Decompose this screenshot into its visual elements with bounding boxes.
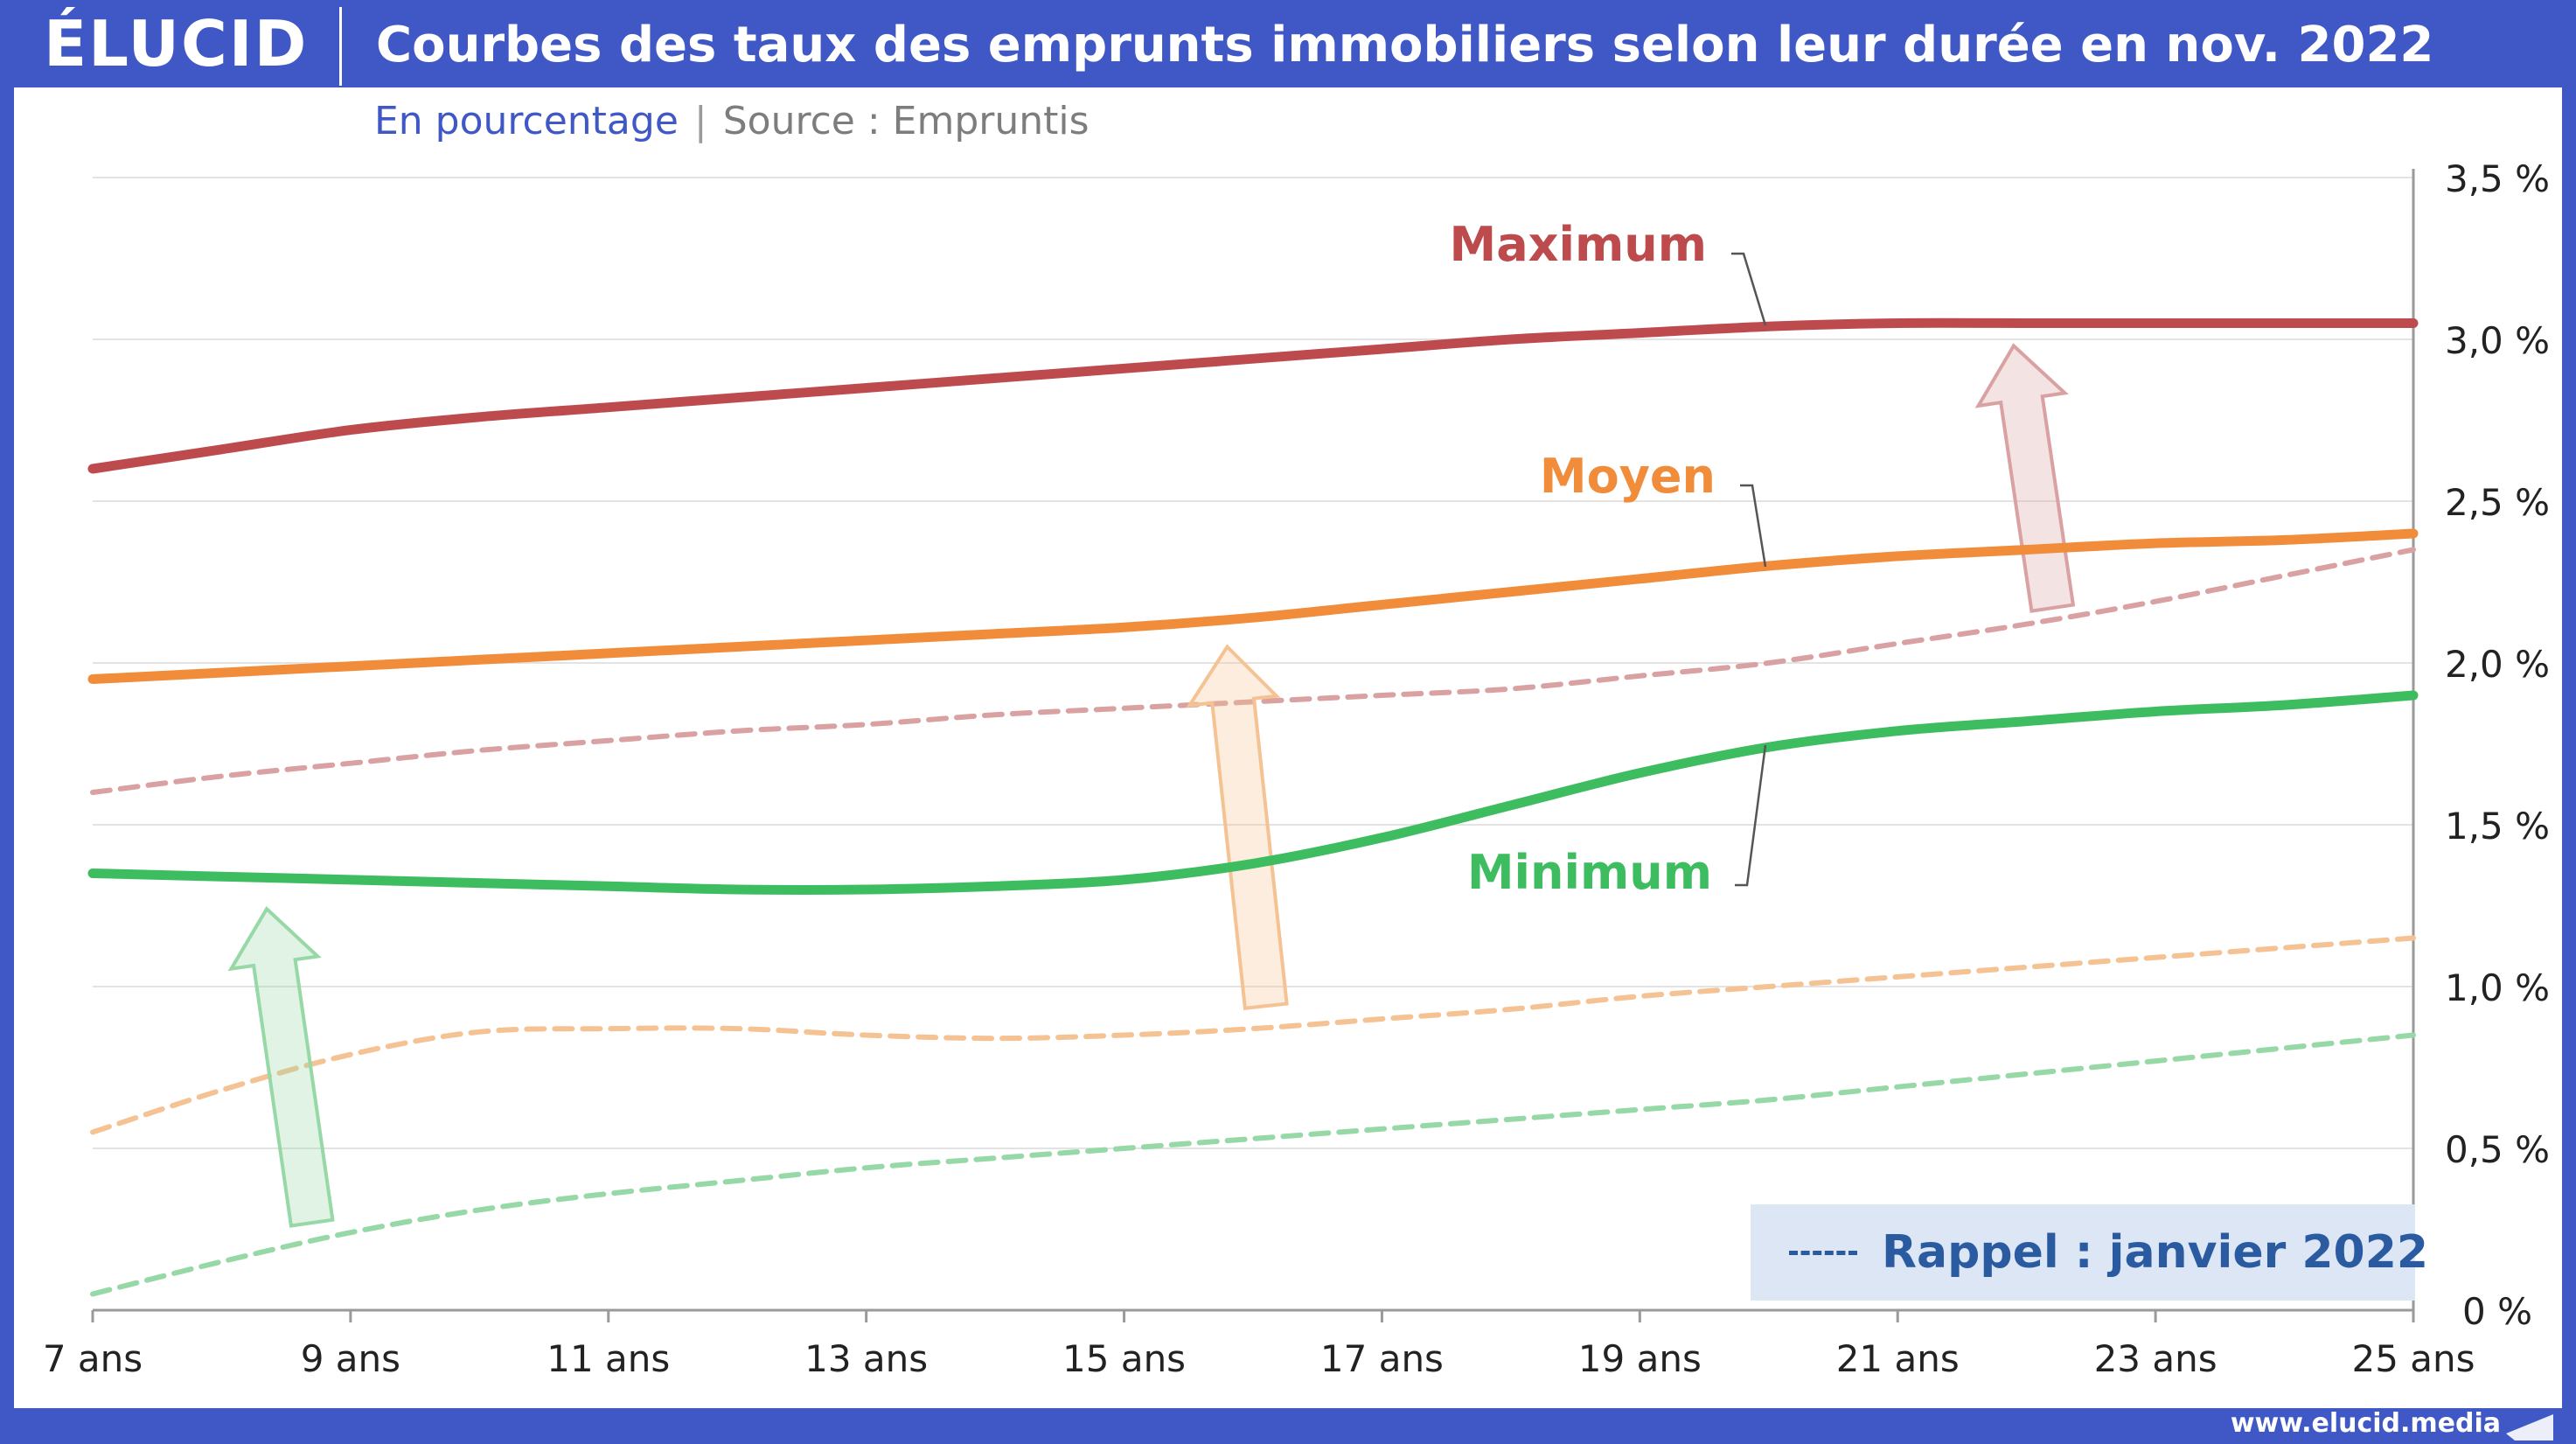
line-chart: 0 % 0,5 % 1,0 % 1,5 % 2,0 % 2,5 % 3,0 % 3,5 % 7 … [43, 157, 2550, 1380]
y-tick-label: 3,0 % [2445, 319, 2550, 362]
y-tick-label: 0,5 % [2445, 1128, 2550, 1171]
y-tick-label: 1,0 % [2445, 966, 2550, 1009]
annotation-max: Maximum [1450, 217, 1708, 272]
legend-label: Rappel : janvier 2022 [1882, 1226, 2429, 1279]
chart-title: Courbes des taux des emprunts immobilier… [376, 17, 2434, 73]
leader-line-max [1731, 252, 1767, 326]
chart-subtitle: En pourcentage | Source : Empruntis [374, 94, 1090, 149]
chart-panel: En pourcentage | Source : Empruntis 0 % 0,5… [14, 87, 2562, 1408]
x-tick-label: 21 ans [1836, 1337, 1960, 1380]
subtitle-separator: | [693, 99, 707, 143]
series-line-max [87, 317, 2419, 474]
x-tick-label: 15 ans [1062, 1337, 1186, 1380]
annotation-mean: Moyen [1540, 449, 1716, 504]
x-tick-label: 25 ans [2351, 1337, 2475, 1380]
x-tick-label: 7 ans [43, 1337, 143, 1380]
x-tick-label: 19 ans [1578, 1337, 1702, 1380]
y-tick-label: 2,0 % [2445, 643, 2550, 686]
elucid-logo: ÉLUCID [44, 7, 309, 80]
source-label: Source : Empruntis [722, 99, 1090, 143]
leader-line-min [1735, 744, 1767, 887]
x-tick-label: 11 ans [547, 1337, 670, 1380]
y-tick-label: 3,5 % [2445, 157, 2550, 200]
elucid-mark-icon [2506, 1414, 2553, 1441]
x-tick-label: 9 ans [301, 1337, 400, 1380]
header-bar: ÉLUCID Courbes des taux des emprunts imm… [0, 0, 2576, 87]
leader-line-mean [1740, 484, 1767, 568]
unit-label: En pourcentage [374, 99, 679, 143]
header-separator [339, 7, 342, 86]
arrow-mean [1186, 644, 1289, 1011]
legend-dash-icon [1789, 1251, 1857, 1255]
footer-url[interactable]: www.elucid.media [2230, 1408, 2501, 1439]
series-line-mean [87, 528, 2419, 684]
y-tick-label: 0 % [2462, 1290, 2532, 1333]
x-tick-label: 17 ans [1320, 1337, 1444, 1380]
x-tick-label: 13 ans [804, 1337, 928, 1380]
legend-reminder: Rappel : janvier 2022 [1751, 1204, 2428, 1301]
series-line-min_ref [90, 1032, 2416, 1297]
series-line-min [87, 690, 2419, 895]
y-tick-label: 2,5 % [2445, 481, 2550, 524]
arrow-max [1974, 343, 2076, 613]
x-tick-label: 23 ans [2094, 1337, 2217, 1380]
annotation-min: Minimum [1467, 845, 1712, 900]
series-line-mean_ref [90, 935, 2416, 1135]
arrow-min [227, 906, 335, 1228]
y-tick-label: 1,5 % [2445, 805, 2550, 848]
